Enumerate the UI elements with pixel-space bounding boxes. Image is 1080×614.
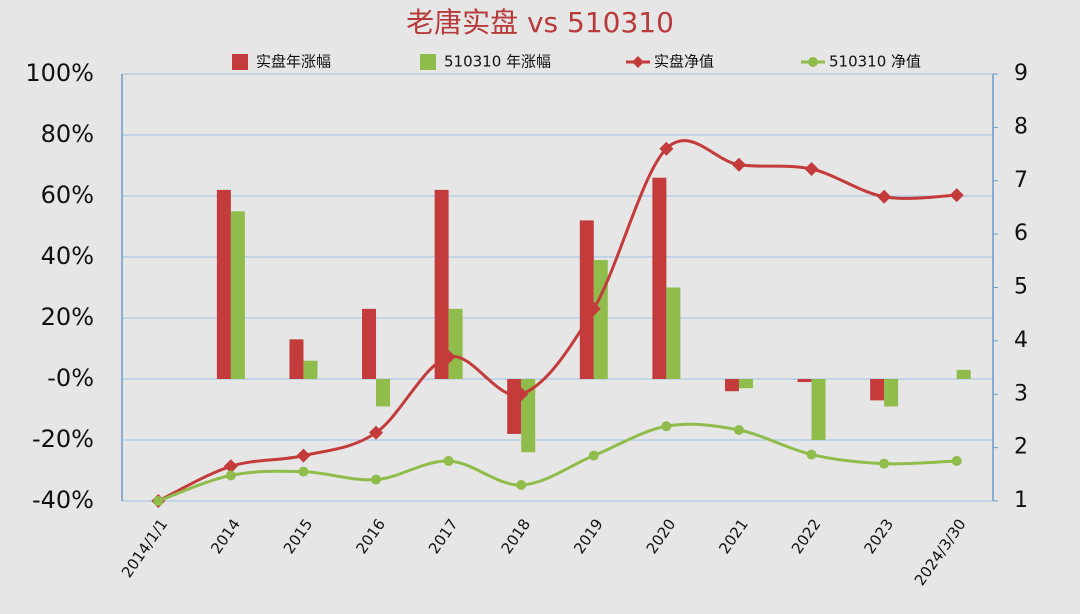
x-tick-label: 2021 <box>715 516 752 558</box>
bar <box>303 360 318 379</box>
y-tick-label: -0% <box>47 364 94 392</box>
x-tick-label: 2014/1/1 <box>118 516 171 582</box>
x-tick-label: 2022 <box>788 516 825 558</box>
x-tick-label: 2014 <box>207 516 244 558</box>
bar <box>811 379 826 440</box>
marker <box>514 387 529 402</box>
marker <box>298 466 309 477</box>
marker <box>443 455 454 466</box>
y-tick-label: -40% <box>32 486 94 514</box>
y2-tick-label: 5 <box>1014 275 1028 300</box>
legend-label: 510310 净值 <box>829 53 921 71</box>
bar <box>797 379 812 383</box>
legend-label: 510310 年涨幅 <box>444 53 551 71</box>
marker <box>588 450 599 461</box>
y2-tick-label: 2 <box>1014 435 1028 460</box>
bar <box>230 211 245 379</box>
bar <box>434 189 449 379</box>
marker <box>804 162 819 177</box>
marker <box>661 421 672 432</box>
marker <box>369 425 384 440</box>
bar <box>724 379 739 392</box>
y2-tick-label: 7 <box>1014 168 1028 193</box>
bar <box>884 379 899 407</box>
marker <box>877 189 892 204</box>
bar <box>956 369 971 379</box>
bar <box>579 220 594 379</box>
marker <box>951 455 962 466</box>
x-tick-label: 2024/3/30 <box>911 516 970 589</box>
bar <box>870 379 885 401</box>
bar <box>362 308 377 379</box>
marker <box>441 349 456 364</box>
marker <box>225 470 236 481</box>
y2-tick-label: 6 <box>1014 221 1028 246</box>
bar <box>507 379 522 434</box>
bar <box>289 339 304 379</box>
y-tick-label: 80% <box>41 120 94 148</box>
x-tick-label: 2017 <box>425 516 462 558</box>
marker <box>659 141 674 156</box>
legend-swatch <box>808 57 818 67</box>
x-tick-label: 2015 <box>280 516 317 558</box>
marker <box>296 448 311 463</box>
marker <box>223 459 238 474</box>
marker <box>586 301 601 316</box>
marker <box>879 458 890 469</box>
marker <box>806 449 817 460</box>
legend-swatch <box>232 54 248 70</box>
legend-swatch <box>420 54 436 70</box>
marker <box>153 496 164 506</box>
x-tick-label: 2019 <box>570 516 607 558</box>
legend-swatch <box>632 56 644 68</box>
y-tick-label: 100% <box>25 59 94 87</box>
bar <box>666 287 681 379</box>
legend-label: 实盘净值 <box>654 53 714 71</box>
bar <box>652 177 667 379</box>
line <box>157 422 957 503</box>
y2-tick-label: 3 <box>1014 381 1028 406</box>
y-tick-label: 20% <box>41 303 94 331</box>
x-tick-label: 2016 <box>352 516 389 558</box>
marker <box>733 425 744 436</box>
marker <box>731 157 746 172</box>
y2-tick-label: 4 <box>1014 328 1028 353</box>
bar <box>376 379 391 407</box>
marker <box>949 188 964 203</box>
x-tick-label: 2020 <box>643 516 680 558</box>
x-tick-label: 2018 <box>498 516 535 558</box>
y2-tick-label: 8 <box>1014 114 1028 139</box>
line <box>157 139 957 503</box>
legend-label: 实盘年涨幅 <box>256 53 331 71</box>
marker <box>371 474 382 485</box>
y2-tick-label: 1 <box>1014 488 1028 513</box>
bar <box>448 308 463 379</box>
x-tick-label: 2023 <box>860 516 897 558</box>
chart-title: 老唐实盘 vs 510310 <box>406 6 674 39</box>
bar <box>738 379 753 389</box>
bar <box>593 260 608 379</box>
y-tick-label: 60% <box>41 181 94 209</box>
bar <box>216 189 231 379</box>
y-tick-label: 40% <box>41 242 94 270</box>
marker <box>516 479 527 490</box>
y-tick-label: -20% <box>32 425 94 453</box>
y2-tick-label: 9 <box>1014 61 1028 86</box>
